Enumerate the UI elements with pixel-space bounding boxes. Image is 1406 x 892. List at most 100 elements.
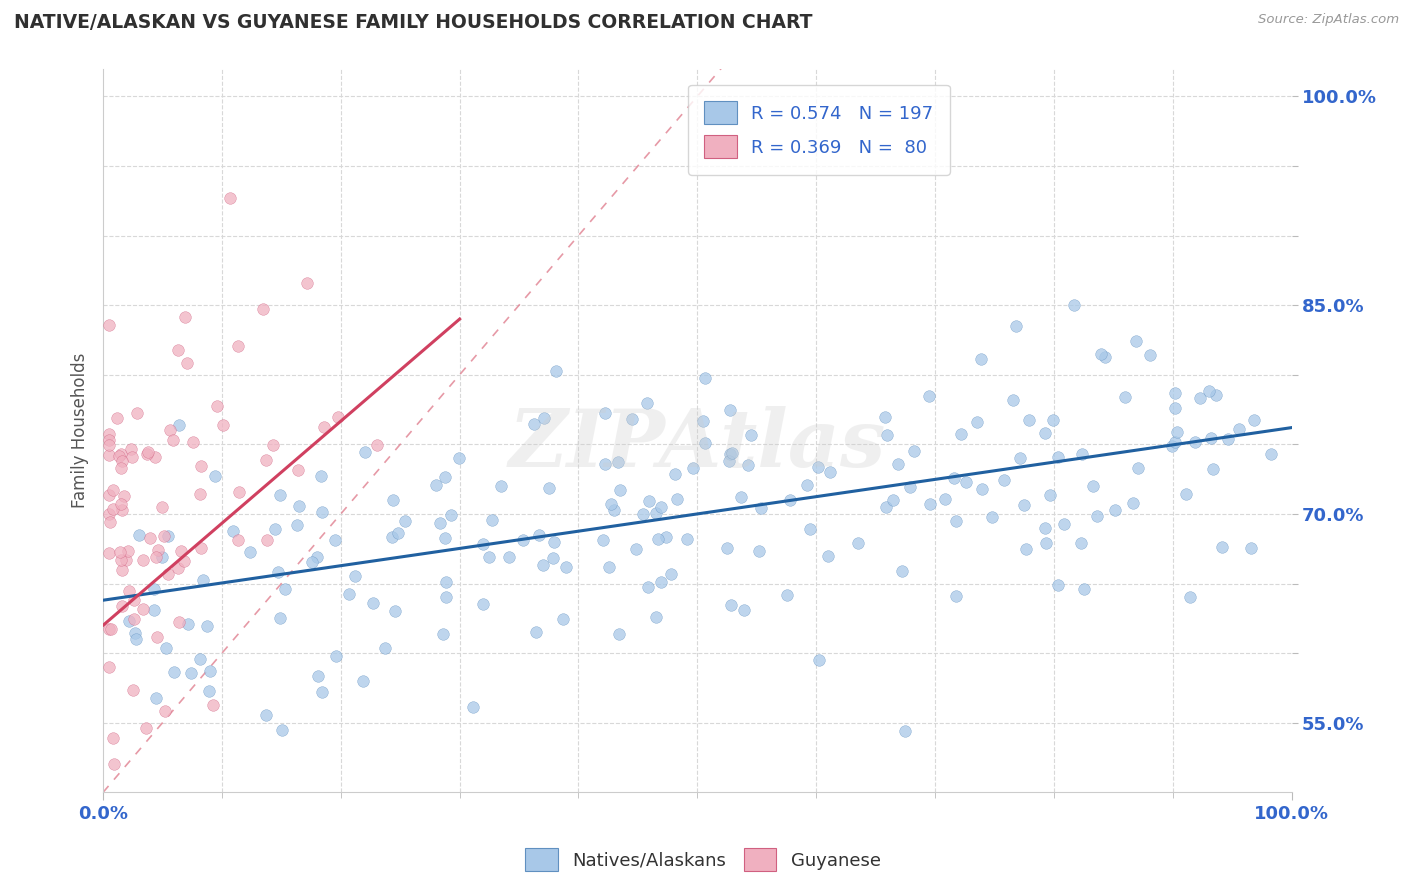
Point (693, 435, 716, 450)
Point (98, 508, 121, 522)
Point (966, 415, 988, 429)
Point (132, 602, 155, 616)
Point (180, 666, 202, 681)
Point (730, 490, 752, 504)
Point (166, 560, 188, 574)
Point (898, 480, 921, 494)
Point (254, 453, 277, 467)
Point (170, 543, 193, 558)
Point (101, 483, 124, 497)
Point (481, 513, 503, 527)
Point (120, 442, 142, 456)
Point (664, 467, 686, 481)
Point (146, 630, 169, 644)
Point (1053, 517, 1076, 532)
Point (1211, 540, 1233, 554)
Point (447, 450, 470, 465)
Point (471, 597, 494, 611)
Point (882, 493, 904, 508)
Point (1033, 521, 1056, 535)
Point (644, 610, 666, 624)
Point (157, 567, 180, 582)
Point (637, 580, 659, 594)
Point (748, 543, 770, 558)
Point (228, 485, 250, 500)
Point (776, 588, 799, 602)
Point (1198, 384, 1220, 398)
Point (110, 503, 132, 517)
Point (621, 411, 644, 425)
Point (1139, 348, 1161, 362)
Point (198, 665, 221, 679)
Point (1114, 391, 1136, 405)
Point (98, 438, 121, 452)
Point (740, 428, 762, 442)
Point (152, 529, 174, 543)
Point (593, 406, 616, 420)
Point (252, 301, 274, 316)
Point (942, 471, 965, 485)
Point (173, 554, 195, 568)
Point (666, 491, 689, 506)
Point (309, 469, 332, 483)
Point (434, 591, 457, 605)
Point (1012, 498, 1035, 512)
Point (1039, 488, 1062, 502)
Point (108, 449, 131, 463)
Point (633, 508, 655, 522)
Point (1218, 432, 1240, 446)
Text: NATIVE/ALASKAN VS GUYANESE FAMILY HOUSEHOLDS CORRELATION CHART: NATIVE/ALASKAN VS GUYANESE FAMILY HOUSEH… (14, 13, 813, 32)
Point (98, 433, 121, 447)
Point (718, 454, 741, 468)
Point (127, 406, 149, 420)
Point (136, 445, 159, 459)
Point (112, 489, 135, 503)
Point (1063, 298, 1085, 312)
Point (176, 356, 198, 370)
Legend: Natives/Alaskans, Guyanese: Natives/Alaskans, Guyanese (517, 841, 889, 879)
Point (311, 685, 333, 699)
Point (273, 582, 295, 596)
Point (718, 402, 741, 417)
Legend: R = 0.574   N = 197, R = 0.369   N =  80: R = 0.574 N = 197, R = 0.369 N = 80 (688, 85, 949, 175)
Point (103, 757, 125, 772)
Point (295, 276, 318, 290)
Point (288, 499, 311, 513)
Point (191, 573, 214, 587)
Point (111, 563, 134, 577)
Point (219, 191, 242, 205)
Point (301, 556, 323, 570)
Point (716, 541, 738, 556)
Point (325, 648, 347, 663)
Point (101, 731, 124, 745)
Point (1243, 412, 1265, 426)
Point (211, 418, 233, 433)
Point (537, 481, 560, 495)
Point (337, 586, 360, 600)
Point (361, 596, 384, 610)
Point (598, 560, 620, 574)
Point (110, 448, 132, 462)
Point (1205, 388, 1227, 402)
Y-axis label: Family Households: Family Households (72, 352, 89, 508)
Point (891, 565, 914, 579)
Point (541, 550, 564, 565)
Point (311, 505, 333, 519)
Point (647, 533, 669, 547)
Point (98, 622, 121, 636)
Point (434, 469, 457, 483)
Point (366, 438, 388, 452)
Point (205, 399, 228, 413)
Point (749, 500, 772, 515)
Point (143, 450, 166, 465)
Point (934, 491, 956, 506)
Point (993, 473, 1015, 487)
Point (546, 364, 568, 378)
Point (374, 640, 396, 655)
Point (98, 515, 121, 529)
Point (98, 660, 121, 674)
Point (636, 395, 658, 409)
Point (269, 611, 291, 625)
Point (817, 549, 839, 563)
Point (167, 615, 190, 629)
